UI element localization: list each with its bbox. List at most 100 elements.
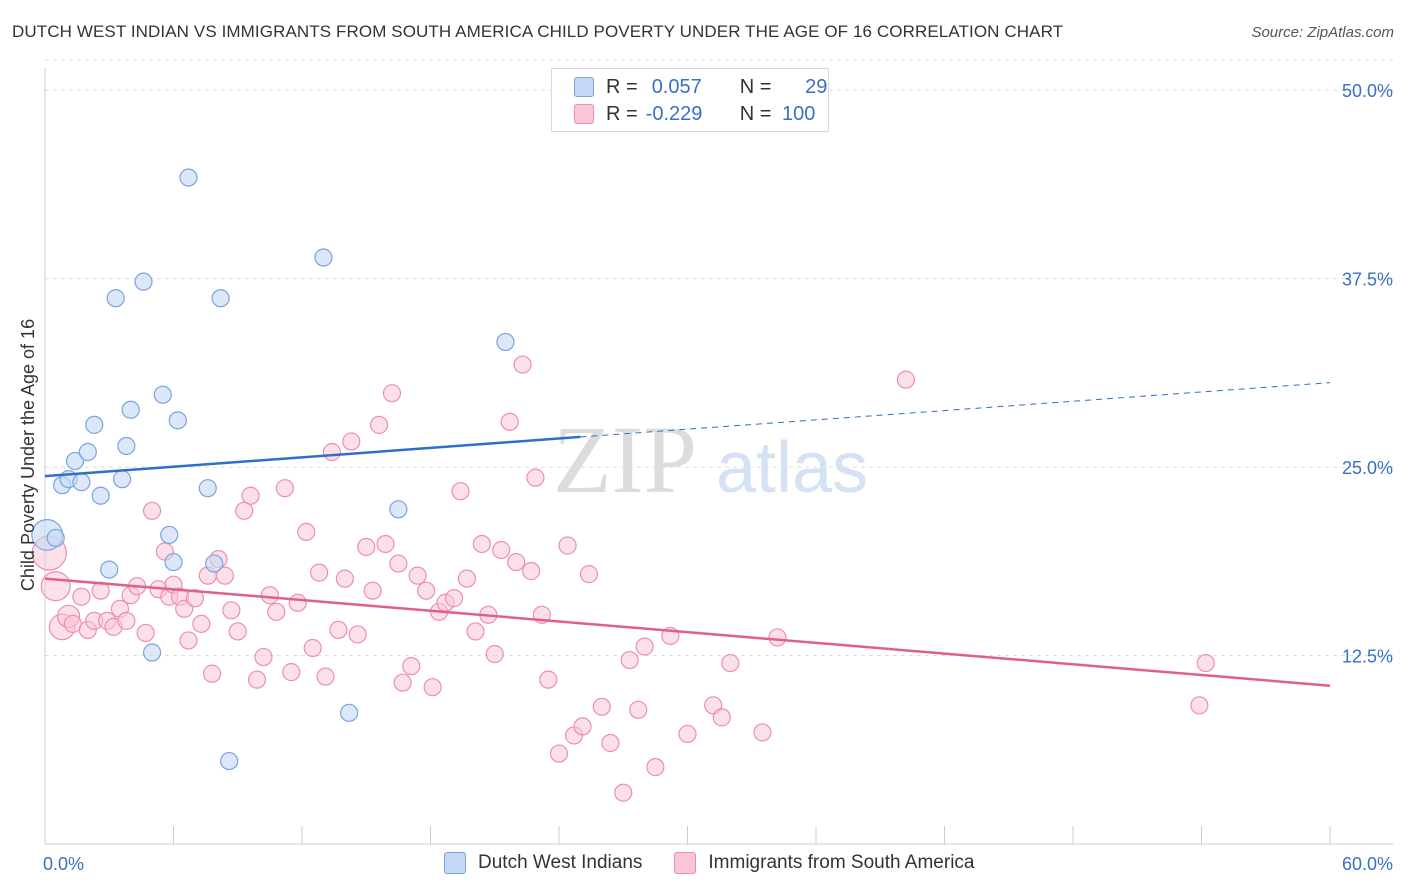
- point-immigrants: [357, 537, 376, 557]
- point-immigrants: [322, 442, 342, 462]
- point-immigrants: [247, 670, 267, 689]
- legend-n-value: 29: [805, 75, 828, 98]
- source-label: Source: ZipAtlas.com: [1251, 24, 1394, 41]
- point-immigrants: [254, 647, 273, 667]
- point-dutch: [46, 528, 65, 548]
- legend-label-immigrants: Immigrants from South America: [708, 852, 975, 873]
- legend-r-label: R =: [606, 75, 638, 98]
- point-dutch: [314, 248, 333, 267]
- watermark-atlas: atlas: [716, 428, 868, 508]
- chart-title: DUTCH WEST INDIAN VS IMMIGRANTS FROM SOU…: [12, 22, 1064, 41]
- y-tick-label: 50.0%: [1342, 81, 1393, 101]
- point-immigrants: [363, 581, 382, 600]
- point-dutch: [121, 400, 140, 419]
- point-immigrants: [215, 566, 234, 585]
- point-immigrants: [629, 700, 648, 719]
- point-dutch: [134, 272, 153, 291]
- point-dutch: [112, 470, 132, 489]
- point-immigrants: [402, 656, 421, 676]
- point-immigrants: [466, 622, 485, 641]
- legend-row-dutch: R = 0.057 N = 29: [574, 75, 827, 99]
- point-immigrants: [376, 534, 395, 554]
- point-dutch: [168, 411, 187, 430]
- point-immigrants: [297, 522, 316, 542]
- y-tick-label: 25.0%: [1342, 458, 1393, 478]
- point-immigrants: [896, 370, 916, 389]
- x-tick-label-max: 60.0%: [1342, 854, 1393, 874]
- point-immigrants: [136, 623, 155, 643]
- point-dutch: [142, 643, 162, 662]
- point-immigrants: [558, 536, 577, 555]
- point-immigrants: [72, 587, 91, 606]
- point-immigrants: [267, 602, 286, 621]
- point-immigrants: [185, 589, 205, 608]
- watermark: ZIP atlas: [553, 406, 868, 513]
- stats-legend: R = 0.057 N = 29 R = -0.229 N = 100: [551, 68, 829, 132]
- point-immigrants: [423, 678, 442, 697]
- legend-item-immigrants[interactable]: Immigrants from South America: [674, 852, 975, 874]
- point-dutch: [117, 436, 136, 456]
- axes: [44, 68, 1393, 845]
- point-immigrants: [288, 593, 307, 612]
- point-immigrants: [117, 611, 136, 630]
- point-immigrants: [457, 569, 477, 588]
- point-immigrants: [620, 650, 639, 670]
- point-dutch: [153, 385, 172, 404]
- legend-n-label: N =: [739, 75, 772, 98]
- point-immigrants: [635, 637, 654, 656]
- point-immigrants: [335, 569, 354, 588]
- y-tick-label: 12.5%: [1342, 647, 1393, 667]
- point-immigrants: [646, 758, 665, 777]
- point-immigrants: [507, 552, 526, 572]
- legend-swatch-blue: [574, 77, 594, 97]
- point-dutch: [205, 554, 224, 573]
- point-immigrants: [393, 673, 412, 692]
- point-immigrants: [228, 622, 247, 641]
- watermark-zip: ZIP: [553, 406, 697, 513]
- point-dutch: [100, 560, 119, 579]
- series-legend: Dutch West Indians Immigrants from South…: [444, 852, 1007, 874]
- point-immigrants: [370, 415, 389, 434]
- legend-label-dutch: Dutch West Indians: [478, 852, 643, 873]
- point-immigrants: [678, 724, 697, 744]
- point-immigrants: [451, 482, 470, 501]
- point-dutch: [78, 442, 97, 462]
- point-dutch: [211, 289, 230, 308]
- point-immigrants: [712, 708, 731, 727]
- point-immigrants: [40, 571, 71, 602]
- x-tick-label-min: 0.0%: [43, 854, 84, 874]
- point-immigrants: [417, 581, 436, 600]
- legend-item-dutch[interactable]: Dutch West Indians: [444, 852, 642, 874]
- point-immigrants: [492, 540, 511, 560]
- point-immigrants: [513, 355, 532, 374]
- point-immigrants: [526, 468, 545, 487]
- grid: [45, 59, 1393, 657]
- point-immigrants: [592, 697, 611, 716]
- point-dutch: [496, 332, 515, 352]
- point-immigrants: [753, 723, 772, 742]
- point-dutch: [164, 552, 183, 572]
- point-immigrants: [1196, 653, 1215, 673]
- point-immigrants: [500, 412, 519, 431]
- point-immigrants: [260, 586, 279, 605]
- point-dutch: [179, 168, 198, 187]
- series-immigrants-south-america: [31, 355, 1215, 802]
- trend-line-dutch-extension: [580, 382, 1331, 438]
- trend-lines: [44, 382, 1331, 687]
- point-immigrants: [342, 432, 361, 451]
- point-dutch: [65, 451, 85, 471]
- legend-r-value: 0.057: [651, 75, 702, 98]
- tick-labels: 12.5% 25.0% 37.5% 50.0% 0.0% 60.0%: [43, 81, 1393, 874]
- point-dutch: [106, 289, 125, 308]
- point-dutch: [91, 486, 110, 505]
- point-immigrants: [202, 664, 222, 683]
- point-immigrants: [573, 717, 592, 736]
- point-immigrants: [768, 628, 787, 647]
- point-dutch: [340, 703, 359, 722]
- point-immigrants: [303, 638, 322, 658]
- point-dutch: [72, 473, 91, 492]
- point-dutch: [85, 415, 104, 434]
- point-immigrants: [444, 589, 464, 608]
- point-immigrants: [192, 614, 211, 633]
